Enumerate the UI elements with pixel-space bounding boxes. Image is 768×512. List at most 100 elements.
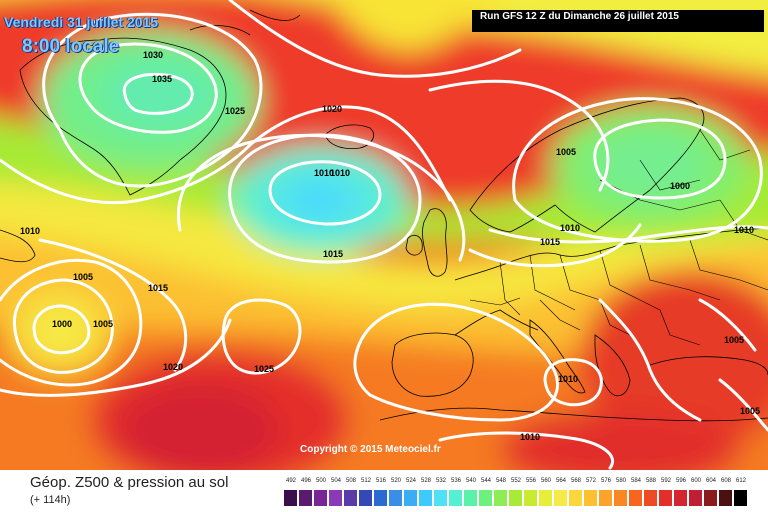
legend-swatch [494, 490, 507, 506]
legend-swatch [449, 490, 462, 506]
pressure-label: 1005 [93, 319, 113, 329]
legend-swatch [284, 490, 297, 506]
legend-label: 492 [285, 478, 296, 484]
legend-swatch [584, 490, 597, 506]
isobars [0, 0, 768, 468]
legend-label: 580 [615, 478, 626, 484]
legend-label: 508 [345, 478, 356, 484]
legend-label: 576 [600, 478, 611, 484]
legend-swatch [674, 490, 687, 506]
legend-label: 544 [480, 478, 491, 484]
legend-label: 612 [735, 478, 746, 484]
legend-swatch [599, 490, 612, 506]
pressure-label: 1025 [225, 106, 245, 116]
legend-label: 520 [390, 478, 401, 484]
pressure-label: 1010 [330, 168, 350, 178]
legend-label: 516 [375, 478, 386, 484]
pressure-label: 1005 [724, 335, 744, 345]
legend-label: 504 [330, 478, 341, 484]
legend-label: 500 [315, 478, 326, 484]
legend-swatch [329, 490, 342, 506]
legend-label: 588 [645, 478, 656, 484]
run-banner: Run GFS 12 Z du Dimanche 26 juillet 2015 [472, 10, 764, 32]
legend-swatch [734, 490, 747, 506]
forecast-offset: (+ 114h) [30, 494, 71, 506]
legend-label: 600 [690, 478, 701, 484]
legend-label: 512 [360, 478, 371, 484]
legend-swatch [389, 490, 402, 506]
pressure-label: 1030 [143, 50, 163, 60]
pressure-label: 1020 [322, 104, 342, 114]
legend-swatch [704, 490, 717, 506]
legend-swatch [344, 490, 357, 506]
pressure-label: 1010 [560, 223, 580, 233]
legend-labels: 492 496 500 504 508 512 516 520 524 528 532 536 540 5… [284, 478, 752, 488]
legend-label: 536 [450, 478, 461, 484]
pressure-label: 1005 [73, 272, 93, 282]
pressure-label: 1025 [254, 364, 274, 374]
forecast-date: Vendredi 31 juillet 2015 [4, 14, 159, 30]
legend-label: 584 [630, 478, 641, 484]
legend-swatch [644, 490, 657, 506]
legend-swatch [509, 490, 522, 506]
geopotential-map: 1030 1035 1025 1020 1010 1010 1015 1005 … [0, 0, 768, 470]
legend-label: 528 [420, 478, 431, 484]
pressure-label: 1015 [540, 237, 560, 247]
legend-swatch [404, 490, 417, 506]
legend-swatch [614, 490, 627, 506]
legend-label: 608 [720, 478, 731, 484]
forecast-time: 8:00 locale [22, 36, 120, 57]
pressure-label: 1035 [152, 74, 172, 84]
legend-swatch [299, 490, 312, 506]
pressure-label: 1010 [520, 432, 540, 442]
color-legend: 492 496 500 504 508 512 516 520 524 528 532 536 540 5… [284, 478, 752, 510]
pressure-label: 1020 [163, 362, 183, 372]
legend-label: 540 [465, 478, 476, 484]
legend-label: 604 [705, 478, 716, 484]
legend-swatch [659, 490, 672, 506]
pressure-label: 1015 [323, 249, 343, 259]
legend-swatch [419, 490, 432, 506]
legend-label: 524 [405, 478, 416, 484]
legend-label: 564 [555, 478, 566, 484]
legend-swatch [539, 490, 552, 506]
map-footer: Géop. Z500 & pression au sol (+ 114h) 49… [0, 470, 768, 512]
country-borders [469, 129, 768, 346]
legend-label: 560 [540, 478, 551, 484]
legend-swatch [524, 490, 537, 506]
legend-swatch [374, 490, 387, 506]
legend-swatch [689, 490, 702, 506]
pressure-label: 1010 [558, 374, 578, 384]
legend-label: 596 [675, 478, 686, 484]
legend-swatch [554, 490, 567, 506]
legend-label: 532 [435, 478, 446, 484]
geopotential-field [0, 0, 768, 470]
pressure-label: 1000 [670, 181, 690, 191]
legend-label: 592 [660, 478, 671, 484]
pressure-labels: 1030 1035 1025 1020 1010 1010 1015 1005 … [20, 50, 760, 442]
pressure-label: 1000 [52, 319, 72, 329]
legend-swatch [464, 490, 477, 506]
legend-swatch [479, 490, 492, 506]
legend-label: 496 [300, 478, 311, 484]
legend-label: 568 [570, 478, 581, 484]
pressure-label: 1015 [148, 283, 168, 293]
legend-swatch [629, 490, 642, 506]
pressure-label: 1010 [734, 225, 754, 235]
pressure-label: 1010 [314, 168, 334, 178]
legend-swatches [284, 490, 752, 506]
pressure-label: 1005 [556, 147, 576, 157]
legend-swatch [719, 490, 732, 506]
pressure-label: 1005 [740, 406, 760, 416]
legend-label: 572 [585, 478, 596, 484]
legend-label: 556 [525, 478, 536, 484]
legend-label: 552 [510, 478, 521, 484]
map-title: Géop. Z500 & pression au sol [30, 474, 229, 491]
legend-swatch [359, 490, 372, 506]
legend-swatch [569, 490, 582, 506]
legend-swatch [434, 490, 447, 506]
legend-swatch [314, 490, 327, 506]
legend-label: 548 [495, 478, 506, 484]
copyright-text: Copyright © 2015 Meteociel.fr [300, 444, 441, 455]
